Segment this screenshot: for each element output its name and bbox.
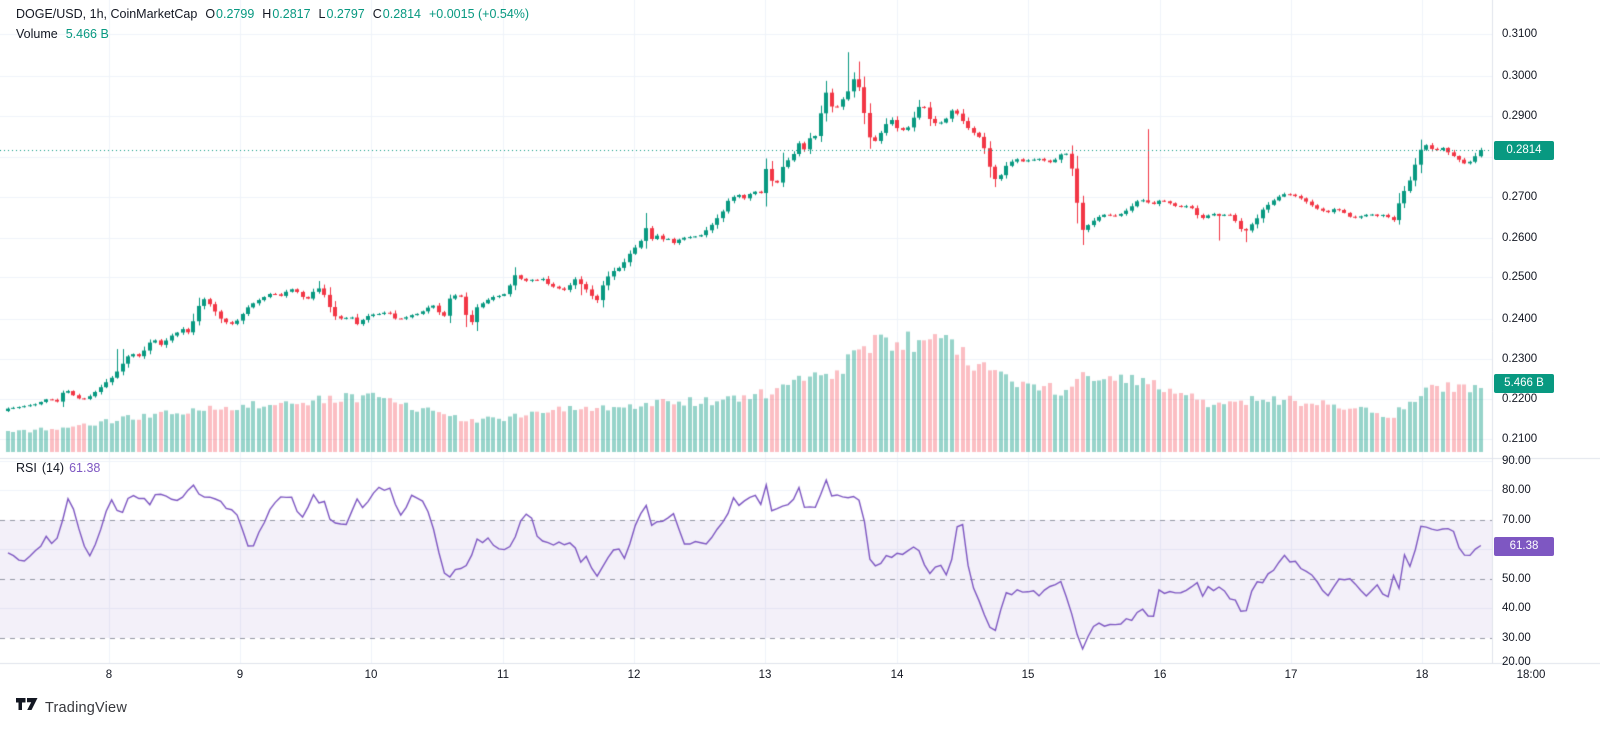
chart-root: DOGE/USD, 1h, CoinMarketCap O 0.2799 H 0.2… <box>0 0 1600 730</box>
candlestick-chart-canvas[interactable] <box>0 0 1600 730</box>
